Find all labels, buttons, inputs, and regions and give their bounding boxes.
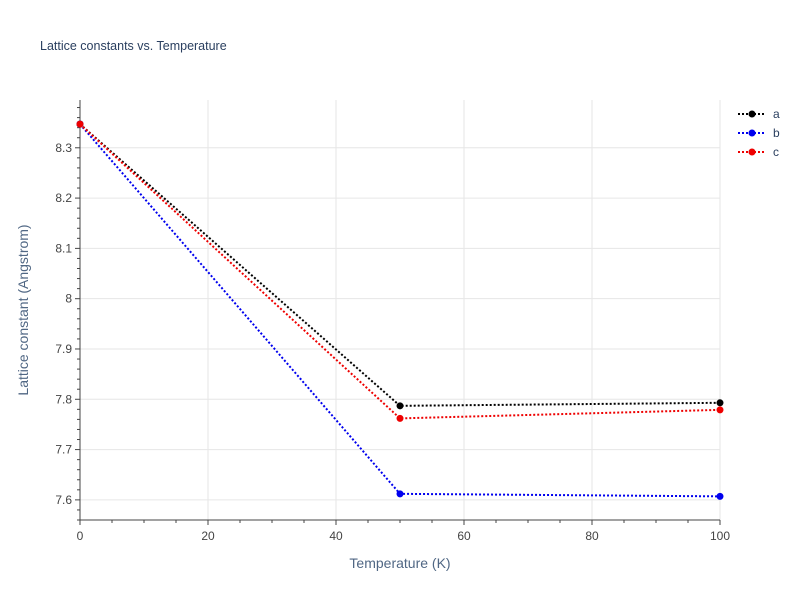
y-tick-label: 7.6	[55, 493, 72, 507]
chart-title: Lattice constants vs. Temperature	[40, 39, 227, 53]
x-tick-label: 60	[457, 529, 471, 543]
series-c-point[interactable]	[716, 406, 724, 414]
legend-marker	[748, 129, 756, 137]
x-axis-title: Temperature (K)	[349, 555, 450, 571]
y-tick-label: 7.9	[55, 342, 72, 356]
legend-label: c	[773, 145, 779, 159]
series-a-point[interactable]	[396, 402, 404, 410]
y-tick-label: 8.1	[55, 241, 72, 255]
axis-layer: 0 20 40 60 80 100 7.6 7.7 7.8 7.9 8 8.1 8.2 8.3	[55, 100, 730, 543]
legend[interactable]: abc	[738, 107, 780, 159]
x-tick-label: 40	[329, 529, 343, 543]
series-a-point[interactable]	[716, 399, 724, 407]
legend-item-c[interactable]: c	[738, 145, 779, 159]
series-layer	[76, 120, 724, 500]
legend-marker	[748, 110, 756, 118]
x-tick-label: 80	[585, 529, 599, 543]
legend-item-b[interactable]: b	[738, 126, 780, 140]
series-b-point[interactable]	[716, 492, 724, 500]
series-c-point[interactable]	[396, 414, 404, 422]
x-tick-label: 100	[710, 529, 730, 543]
y-tick-label: 7.7	[55, 443, 72, 457]
legend-label: b	[773, 126, 780, 140]
y-tick-label: 8	[65, 292, 72, 306]
legend-marker	[748, 148, 756, 156]
x-tick-label: 20	[201, 529, 215, 543]
y-tick-label: 7.8	[55, 392, 72, 406]
series-a-line	[79, 123, 721, 407]
legend-item-a[interactable]: a	[738, 107, 780, 121]
grid-layer	[80, 100, 721, 520]
series-b-line	[79, 123, 721, 498]
x-tick-label: 0	[77, 529, 84, 543]
y-tick-label: 8.3	[55, 141, 72, 155]
series-c-line	[79, 123, 721, 420]
y-tick-label: 8.2	[55, 191, 72, 205]
legend-label: a	[773, 107, 780, 121]
series-c-point[interactable]	[76, 120, 84, 128]
series-b-point[interactable]	[396, 490, 404, 498]
y-axis-title: Lattice constant (Angstrom)	[15, 224, 31, 395]
